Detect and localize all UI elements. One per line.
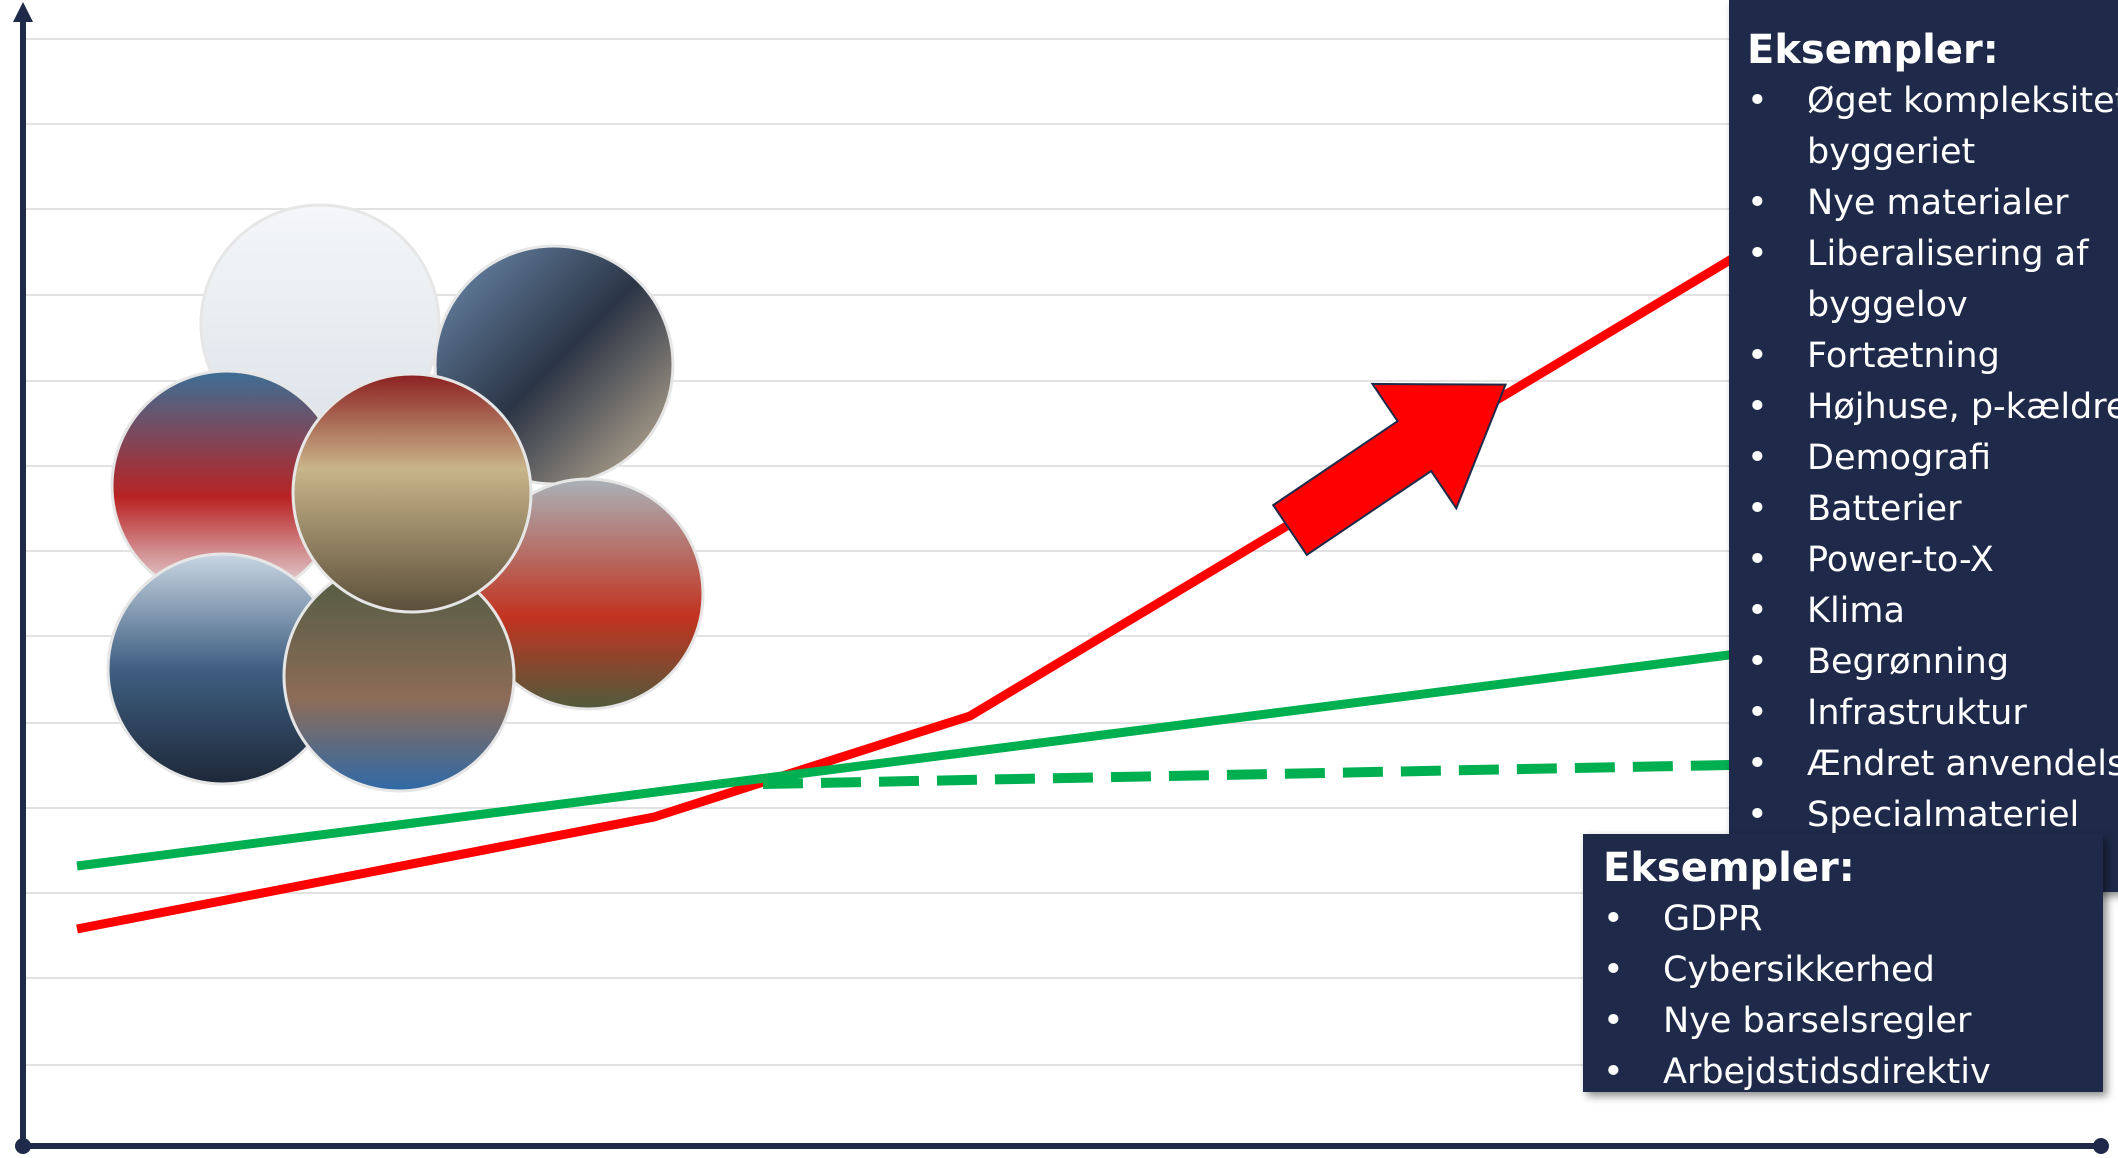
arrow	[1271, 382, 1508, 557]
list-item: Infrastruktur	[1747, 688, 2118, 739]
list-item: Klima	[1747, 586, 2118, 637]
list-item: Liberalisering af byggelov	[1747, 229, 2118, 331]
y-axis-arrow	[13, 2, 33, 22]
box-title: Eksempler:	[1603, 845, 1855, 891]
list-item: Højhuse, p-kældre	[1747, 382, 2118, 433]
list-item: Cybersikkerhed	[1603, 945, 2103, 996]
list-item: Nye barselsregler	[1603, 996, 2103, 1047]
axis-end	[2093, 1138, 2109, 1154]
green-dashed-line	[762, 756, 1933, 789]
list-item: Ændret anvendelse	[1747, 739, 2118, 790]
examples-box: Eksempler: Øget kompleksitet i byggeriet…	[1729, 0, 2118, 892]
examples-list: Øget kompleksitet i byggerietNye materia…	[1747, 76, 2118, 841]
box-title: Eksempler:	[1747, 27, 1999, 73]
list-item: Øget kompleksitet i byggeriet	[1747, 76, 2118, 178]
list-item: Arbejdstidsdirektiv	[1603, 1047, 2103, 1092]
list-item: Demografi	[1747, 433, 2118, 484]
list-item: Begrønning	[1747, 637, 2118, 688]
axis-origin	[15, 1138, 31, 1154]
list-item: GDPR	[1603, 894, 2103, 945]
list-item: Specialmateriel	[1747, 790, 2118, 841]
examples-box: Eksempler: GDPRCybersikkerhedNye barsels…	[1583, 834, 2103, 1092]
green-line	[76, 646, 1761, 871]
list-item: Batterier	[1747, 484, 2118, 535]
list-item: Fortætning	[1747, 331, 2118, 382]
collage	[106, 203, 705, 793]
list-item: Nye materialer	[1747, 178, 2118, 229]
list-item: Power-to-X	[1747, 535, 2118, 586]
examples-list: GDPRCybersikkerhedNye barselsreglerArbej…	[1603, 894, 2103, 1092]
